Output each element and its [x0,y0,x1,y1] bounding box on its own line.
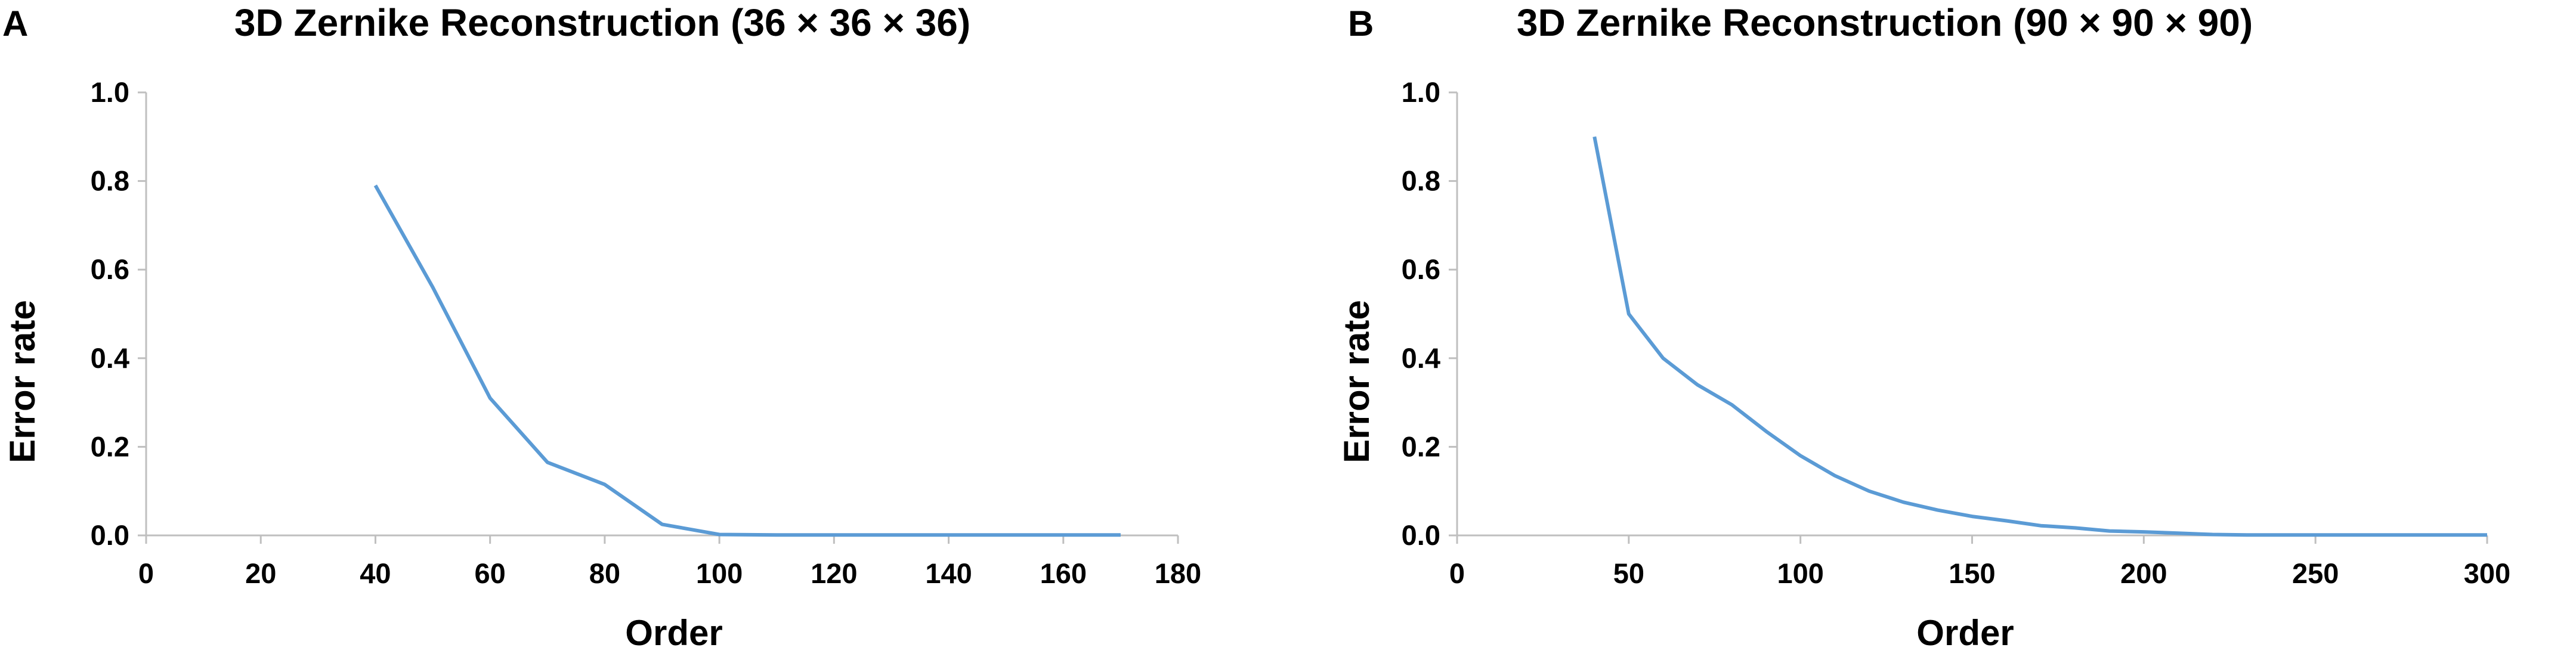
data-point [373,184,377,187]
chart-title: 3D Zernike Reconstruction (90 × 90 × 90) [1517,1,2253,44]
chart-a-svg: A 3D Zernike Reconstruction (36 × 36 × 3… [2,1,1201,653]
x-tick-label: 0 [138,557,154,589]
data-point [718,533,721,537]
data-point [1901,500,1905,504]
chart-panel-a: A 3D Zernike Reconstruction (36 × 36 × 3… [2,1,1201,653]
chart-title: 3D Zernike Reconstruction (36 × 36 × 36) [234,1,970,44]
data-point [2142,530,2145,534]
data-point [2382,533,2386,537]
data-point [1799,454,1802,457]
x-tick-label: 250 [2292,557,2339,589]
error-rate-line [1592,136,2487,537]
y-axis-label: Error rate [1337,300,1377,463]
data-point [1661,357,1665,360]
y-tick-label: 1.0 [1402,76,1440,108]
data-point [2280,533,2283,537]
data-point [2314,533,2317,537]
error-rate-line [373,184,1121,537]
x-tick-label: 100 [1777,557,1823,589]
data-point [2039,524,2043,528]
data-point [832,533,836,537]
data-point [660,522,664,526]
data-point [2210,533,2214,537]
x-tick-label: 120 [811,557,857,589]
y-tick-label: 0.8 [1402,165,1440,197]
x-tick-label: 40 [360,557,391,589]
x-axis-label: Order [625,613,722,653]
y-tick-label: 0.4 [1402,342,1440,374]
y-tick-label: 0.2 [1402,430,1440,462]
data-point [603,483,607,487]
data-point [1627,312,1631,316]
data-point [1592,135,1596,138]
data-point [2073,526,2077,529]
data-point [775,533,778,537]
data-point [1062,533,1065,537]
x-tick-label: 300 [2464,557,2510,589]
x-tick-label: 200 [2120,557,2167,589]
y-tick-label: 0.0 [91,519,129,551]
data-point [889,533,893,537]
data-point [1696,383,1699,386]
data-point [1119,533,1122,537]
y-tick-label: 0.0 [1402,519,1440,551]
data-point [1971,515,1974,518]
x-tick-label: 60 [475,557,506,589]
y-tick-label: 0.4 [91,342,129,374]
data-point [2451,533,2454,537]
panel-letter: A [2,4,28,44]
data-point [1867,489,1871,493]
chart-panel-b: B 3D Zernike Reconstruction (90 × 90 × 9… [1288,0,2576,663]
y-tick-label: 0.6 [1402,253,1440,285]
data-point [2005,519,2008,522]
y-tick-label: 0.8 [91,165,129,197]
x-tick-label: 20 [245,557,276,589]
data-point [2108,529,2111,533]
data-point [947,533,951,537]
x-tick-label: 100 [696,557,743,589]
data-point [2348,533,2352,537]
data-point [1833,474,1836,478]
data-point [1730,403,1734,407]
y-tick-label: 1.0 [91,76,129,108]
data-point [546,460,549,464]
y-tick-label: 0.6 [91,253,129,285]
data-point [431,286,435,289]
data-point [1004,533,1008,537]
data-point [1936,509,1940,512]
data-point [2485,533,2489,537]
x-tick-label: 160 [1040,557,1087,589]
data-point [2176,531,2180,535]
data-point [488,396,492,400]
x-tick-label: 50 [1613,557,1644,589]
data-point [2417,533,2420,537]
x-tick-label: 80 [589,557,620,589]
chart-b-svg: B 3D Zernike Reconstruction (90 × 90 × 9… [1337,1,2510,653]
x-tick-label: 0 [1449,557,1465,589]
y-tick-label: 0.2 [91,430,129,462]
data-point [2245,533,2249,537]
x-tick-label: 180 [1155,557,1201,589]
x-tick-label: 150 [1949,557,1995,589]
x-tick-label: 140 [925,557,972,589]
x-axis-label: Order [1916,613,2014,653]
panel-letter: B [1348,4,1374,44]
y-axis-label: Error rate [2,300,42,463]
data-point [1764,429,1768,433]
